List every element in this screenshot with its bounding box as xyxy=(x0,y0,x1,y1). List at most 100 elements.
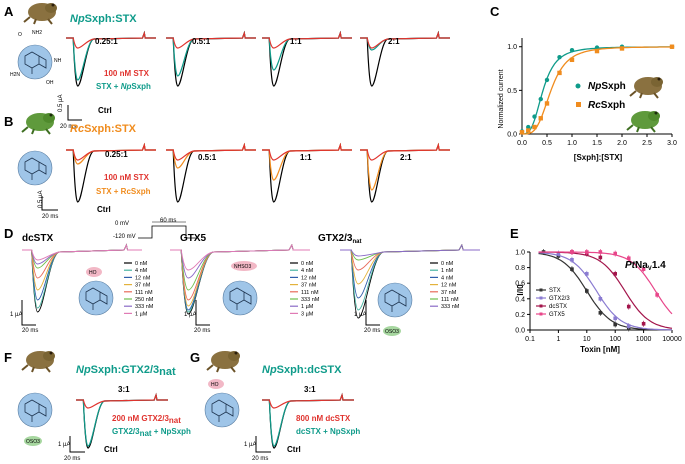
d-sb1-y: 1 µA xyxy=(10,312,22,318)
e-point-GTX5 xyxy=(626,256,631,261)
proto-0mv: 0 mV xyxy=(115,221,129,227)
panel-e: E 0.1 1 10 100 1000 10000 0.0 0.2 0.4 0.6 0.8 1.0 ST… xyxy=(510,226,682,354)
proto-120mv: -120 mV xyxy=(113,234,136,240)
chart-c: 0.0 0.5 1.0 1.5 2.0 2.5 3.0 0.0 0.5 1.0 xyxy=(507,38,677,147)
panel-a-title: NpSxph:STX xyxy=(70,13,137,25)
frog-rc-icon xyxy=(21,112,56,135)
e-point-GTX2/3 xyxy=(585,272,589,276)
e-title: PtNaV1.4 xyxy=(625,260,666,272)
d-nhso3: NHSO3 xyxy=(234,264,251,270)
c-point-RcSxph xyxy=(538,116,543,121)
d3-trace-2 xyxy=(340,243,480,299)
panel-g: G NpSxph:dcSTX HO 3:1 800 nM dcSTX dcSTX… xyxy=(190,350,360,462)
f-title: NpSxph:GTX2/3nat xyxy=(76,364,176,378)
panel-f: F NpSxph:GTX2/3nat OSO3 3:1 200 nM GTX2/… xyxy=(4,350,191,462)
legD3-label-5: 111 nM xyxy=(441,297,459,303)
legD2-label-4: 111 nM xyxy=(301,290,319,296)
trace-b4-mix xyxy=(360,142,450,191)
trace-a2-stx xyxy=(166,30,256,49)
panel-c-letter: C xyxy=(490,4,500,19)
c-point-RcSxph xyxy=(669,44,675,49)
e-point-GTX5 xyxy=(585,250,589,254)
ratio-b-3: 1:1 xyxy=(300,153,312,162)
c-xtick-label: 1.0 xyxy=(567,140,577,147)
legD1-label-7: 1 µM xyxy=(135,311,148,317)
f-ratio: 3:1 xyxy=(118,385,130,394)
panel-d-traces xyxy=(22,243,480,319)
d1-trace-6 xyxy=(22,243,142,265)
f-sb-x: 20 ms xyxy=(64,456,80,462)
f-trace-tox xyxy=(76,392,168,409)
c-xtick-label: 0.5 xyxy=(542,140,552,147)
e-point-dcSTX xyxy=(613,272,617,276)
d-title-dcstx: dcSTX xyxy=(22,233,53,244)
legD3-label-6: 333 nM xyxy=(441,304,460,310)
e-xtick-label: 1000 xyxy=(636,336,652,343)
c-legend-rc-marker xyxy=(576,102,581,107)
e-ytick-label: 0.4 xyxy=(515,296,525,303)
legD2-label-6: 1 µM xyxy=(301,304,314,310)
d1-trace-5 xyxy=(22,243,142,269)
d-ho: HO xyxy=(89,270,97,276)
c-point-RcSxph xyxy=(619,46,625,51)
d-mol-2-icon xyxy=(222,280,258,316)
c-point-RcSxph xyxy=(594,48,600,54)
e-xtick-label: 1 xyxy=(556,336,560,343)
e-xtick-label: 0.1 xyxy=(525,336,535,343)
g-sb-x: 20 ms xyxy=(252,456,268,462)
panel-g-letter: G xyxy=(190,350,200,365)
c-point-NpSxph xyxy=(594,45,600,50)
legD2-label-1: 4 nM xyxy=(301,268,314,274)
e-ylabel: I/I0 xyxy=(516,284,525,296)
c-point-RcSxph xyxy=(557,70,562,76)
c-frog-rc-icon xyxy=(626,110,661,133)
legD1-label-0: 0 nM xyxy=(135,261,148,267)
d-scalebar-1 xyxy=(21,300,36,326)
chem-nh: NH xyxy=(54,58,62,64)
e-ytick-label: 0.8 xyxy=(515,265,525,272)
trace-a3-stx xyxy=(262,30,352,49)
e-point-GTX2/3 xyxy=(626,324,631,328)
e-point-GTX2/3 xyxy=(570,258,574,262)
f-oso3-highlight xyxy=(24,436,42,446)
e-ytick-label: 0.6 xyxy=(515,281,525,288)
ratio-a-2: 0.5:1 xyxy=(192,37,211,46)
e-xtick-label: 100 xyxy=(609,336,621,343)
panel-c: C 0.0 0.5 1.0 1.5 2.0 2.5 3.0 0.0 0.5 1.0 Normali… xyxy=(490,4,677,162)
c-point-RcSxph xyxy=(532,124,537,130)
c-point-NpSxph xyxy=(569,48,575,53)
d-sb2-y: 1 µA xyxy=(184,312,196,318)
c-point-RcSxph xyxy=(519,130,525,135)
legD1-label-5: 250 nM xyxy=(135,297,154,303)
trace-a1-stx xyxy=(66,30,156,49)
voltage-protocol xyxy=(138,225,198,239)
label-100nm-stx-b: 100 nM STX xyxy=(104,173,150,182)
label-ctrl-b: Ctrl xyxy=(97,205,111,214)
chem-o: O xyxy=(18,32,22,38)
c-point-RcSxph xyxy=(526,128,531,133)
legD3-label-0: 0 nM xyxy=(441,261,454,267)
trace-a4-stx xyxy=(360,30,450,49)
legD1-label-6: 333 nM xyxy=(135,304,154,310)
e-fit-GTX5 xyxy=(538,251,673,315)
e-point-GTX2/3 xyxy=(598,297,603,301)
c-xtick-label: 2.0 xyxy=(617,140,627,147)
g-ratio: 3:1 xyxy=(304,385,316,394)
c-point-NpSxph xyxy=(526,124,531,130)
ratio-b-2: 0.5:1 xyxy=(198,153,217,162)
e-point-STX xyxy=(585,289,589,293)
f-mol-icon xyxy=(17,392,53,428)
d-scalebar-3 xyxy=(365,300,380,326)
legD2-label-0: 0 nM xyxy=(301,261,314,267)
f-label-ctrl: Ctrl xyxy=(104,445,118,454)
panel-b: B RcSxph:STX 0.25:1 0.5:1 1:1 2:1 100 nM… xyxy=(4,112,450,220)
c-ylabel: Normalized current xyxy=(498,69,505,128)
legD3-label-3: 12 nM xyxy=(441,283,457,289)
panel-d-letter: D xyxy=(4,226,13,241)
e-fit-GTX2/3 xyxy=(538,252,672,331)
e-legend-label-1: GTX2/3 xyxy=(549,296,570,302)
scalebar-a-y: 0.5 µA xyxy=(58,95,64,112)
chart-e: 0.1 1 10 100 1000 10000 0.0 0.2 0.4 0.6 0.8 1.0 STX G… xyxy=(515,249,682,343)
scalebar-a-x: 20 ms xyxy=(60,124,76,130)
